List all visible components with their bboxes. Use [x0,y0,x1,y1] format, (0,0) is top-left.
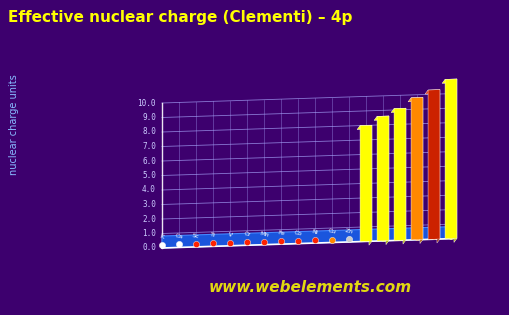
Text: Ge: Ge [378,227,387,233]
Polygon shape [453,79,456,243]
Polygon shape [376,116,388,241]
Polygon shape [359,125,371,242]
Polygon shape [436,90,439,243]
Text: 1.0: 1.0 [142,229,156,238]
Text: Kr: Kr [446,225,454,231]
Text: Effective nuclear charge (Clementi) – 4p: Effective nuclear charge (Clementi) – 4p [8,10,352,25]
Polygon shape [407,97,422,102]
Text: K: K [159,234,164,240]
Polygon shape [162,227,450,248]
Text: 4.0: 4.0 [142,186,156,194]
Polygon shape [393,108,405,240]
Polygon shape [356,125,371,129]
Text: nuclear charge units: nuclear charge units [9,75,19,175]
Text: Ni: Ni [310,229,318,235]
Text: Co: Co [293,230,302,236]
Text: 9.0: 9.0 [142,113,156,122]
Text: 8.0: 8.0 [142,128,156,136]
Text: V: V [227,232,232,238]
Text: 6.0: 6.0 [142,157,156,165]
Text: Cr: Cr [243,231,250,238]
Text: Sc: Sc [191,233,200,239]
Polygon shape [427,90,439,239]
Text: 5.0: 5.0 [142,171,156,180]
Text: Fe: Fe [276,230,285,237]
Polygon shape [385,116,388,245]
Text: 0.0: 0.0 [142,243,156,253]
Polygon shape [373,116,388,120]
Text: 3.0: 3.0 [142,200,156,209]
Polygon shape [410,97,422,240]
Polygon shape [424,90,439,94]
Text: Br: Br [429,225,437,232]
Polygon shape [390,108,405,112]
Text: Mn: Mn [259,231,269,238]
Text: 2.0: 2.0 [142,215,156,224]
Text: As: As [395,226,404,233]
Text: Cu: Cu [327,228,336,235]
Text: www.webelements.com: www.webelements.com [208,279,411,295]
Text: Ti: Ti [209,232,216,238]
Text: Zn: Zn [344,228,353,235]
Polygon shape [368,125,371,245]
Polygon shape [402,108,405,244]
Text: 7.0: 7.0 [142,142,156,151]
Text: Se: Se [412,226,420,232]
Polygon shape [419,97,422,243]
Text: Ca: Ca [174,233,183,240]
Text: 10.0: 10.0 [137,99,156,107]
Polygon shape [444,79,456,239]
Polygon shape [441,79,456,83]
Text: Ga: Ga [360,227,370,234]
